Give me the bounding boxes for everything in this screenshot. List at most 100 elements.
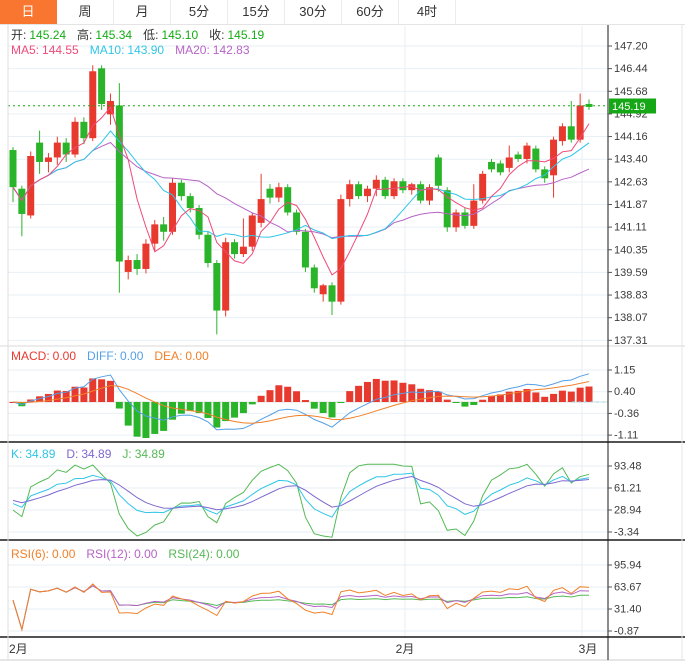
- ma-legend-item-2-label: MA20:: [175, 43, 210, 57]
- ma-legend-item-0-label: MA5:: [11, 43, 40, 57]
- tab-period-4[interactable]: 15分: [228, 0, 285, 24]
- candle-body-down: [310, 267, 318, 289]
- candle-body-up: [558, 126, 566, 142]
- macd-hist-bar: [142, 402, 150, 438]
- current-price-badge-text: 145.19: [612, 101, 646, 113]
- time-axis-label: 2月: [396, 642, 415, 656]
- ohlc-legend-item-3-label: 收:: [209, 28, 225, 42]
- macd-hist-bar: [470, 402, 478, 406]
- rsi-tick-label: 31.40: [614, 604, 642, 616]
- macd-hist-bar: [124, 402, 132, 426]
- candle-body-up: [479, 173, 487, 201]
- ma-legend-item-1-value: 143.90: [127, 43, 165, 57]
- kdj-tick-label: 61.21: [614, 483, 642, 495]
- kdj-d-line: [12, 475, 590, 511]
- kdj-legend-item-0-value: 34.89: [25, 447, 56, 461]
- candle-body-down: [98, 68, 106, 104]
- candle-body-down: [496, 163, 504, 173]
- ohlc-legend-item-0-value: 145.24: [29, 28, 67, 42]
- ohlc-legend-item-1-label: 高:: [77, 28, 93, 42]
- candle-body-up: [337, 199, 345, 302]
- macd-hist-bar: [461, 402, 469, 407]
- macd-hist-bar: [213, 402, 221, 428]
- tab-period-2[interactable]: 月: [114, 0, 171, 24]
- macd-hist-bar: [558, 390, 566, 402]
- candle-body-up: [142, 243, 150, 269]
- macd-hist-bar: [550, 393, 558, 402]
- price-tick-label: 141.11: [614, 222, 647, 234]
- candle-body-down: [567, 126, 575, 140]
- macd-hist-bar: [585, 386, 593, 402]
- macd-hist-bar: [328, 402, 336, 418]
- macd-legend-item-0-value: 0.00: [52, 349, 77, 363]
- macd-hist-bar: [106, 380, 114, 402]
- kdj-k-line: [12, 472, 590, 518]
- candle-body-up: [408, 184, 416, 191]
- candle-body-down: [381, 179, 389, 197]
- kdj-j-line: [12, 463, 590, 538]
- rsi6-line: [12, 583, 590, 632]
- price-tick-label: 141.87: [614, 199, 648, 211]
- kdj-tick-label: -3.34: [614, 527, 639, 539]
- macd-hist-bar: [417, 388, 425, 402]
- price-tick-label: 142.63: [614, 176, 648, 188]
- macd-hist-bar: [452, 402, 460, 403]
- candle-body-up: [53, 142, 61, 158]
- macd-hist-bar: [266, 390, 274, 402]
- macd-tick-label: -0.36: [614, 408, 639, 420]
- macd-hist-bar: [381, 380, 389, 402]
- kdj-legend-item-1-value: 34.89: [81, 447, 112, 461]
- price-tick-label: 147.20: [614, 41, 648, 53]
- rsi-legend-item-0-value: 0.00: [52, 547, 76, 561]
- macd-hist-bar: [160, 402, 168, 431]
- candle-body-down: [293, 212, 301, 232]
- macd-hist-bar: [514, 390, 522, 402]
- tab-period-3[interactable]: 5分: [171, 0, 228, 24]
- macd-hist-bar: [488, 395, 496, 402]
- ohlc-legend-item-3: 收: 145.19: [209, 28, 264, 42]
- ma-legend-item-0: MA5: 144.55: [11, 43, 79, 57]
- rsi-legend-item-1-label: RSI(12):: [86, 547, 132, 561]
- candle-body-up: [372, 179, 380, 189]
- candle-body-up: [151, 224, 159, 244]
- tab-period-6[interactable]: 60分: [342, 0, 399, 24]
- rsi-legend-item-1: RSI(12): 0.00: [86, 547, 157, 561]
- ohlc-legend-item-0: 开: 145.24: [11, 28, 66, 42]
- candle-body-up: [124, 260, 132, 272]
- candle-body-up: [319, 285, 327, 295]
- kdj-legend-item-2-label: J:: [122, 447, 132, 461]
- macd-hist-bar: [301, 400, 309, 402]
- macd-hist-bar: [337, 402, 345, 403]
- tab-period-7[interactable]: 4时: [399, 0, 456, 24]
- macd-hist-bar: [169, 402, 177, 420]
- macd-hist-bar: [204, 402, 212, 418]
- ohlc-legend-item-1: 高: 145.34: [77, 28, 132, 42]
- macd-hist-bar: [53, 390, 61, 402]
- tab-period-0[interactable]: 日: [0, 0, 57, 24]
- macd-legend-item-2-label: DEA:: [154, 349, 183, 363]
- candle-body-down: [301, 231, 309, 268]
- candle-body-up: [425, 187, 433, 201]
- rsi12-line: [12, 585, 590, 632]
- candle-body-down: [514, 154, 522, 159]
- macd-hist-bar: [505, 391, 513, 402]
- ma-legend-item-1: MA10: 143.90: [90, 43, 164, 57]
- candle-body-down: [399, 181, 407, 191]
- price-tick-label: 145.68: [614, 86, 648, 98]
- rsi-legend-item-0: RSI(6): 0.00: [11, 547, 75, 561]
- tab-period-5[interactable]: 30分: [285, 0, 342, 24]
- macd-hist-bar: [239, 402, 247, 414]
- candle-body-down: [461, 212, 469, 226]
- candle-body-up: [257, 199, 265, 223]
- candle-body-up: [523, 145, 531, 159]
- ohlc-legend: 开: 145.24 高: 145.34 低: 145.10 收: 145.19: [11, 28, 275, 42]
- macd-hist-bar: [532, 392, 540, 402]
- candle-body-down: [80, 121, 88, 139]
- tab-period-1[interactable]: 周: [57, 0, 114, 24]
- candle-body-up: [169, 182, 177, 232]
- candle-body-down: [355, 184, 363, 197]
- candle-body-up: [470, 200, 478, 226]
- macd-diff-line: [12, 373, 590, 431]
- price-tick-label: 146.44: [614, 63, 648, 75]
